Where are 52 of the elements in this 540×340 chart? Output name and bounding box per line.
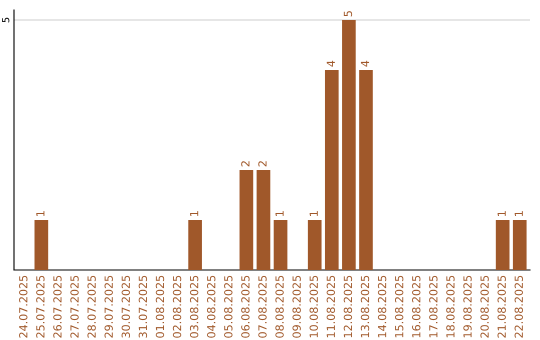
bar (342, 20, 356, 270)
data-label: 2 (258, 161, 267, 166)
x-tick-label: 05.08.2025 (224, 276, 233, 338)
x-tick-label: 19.08.2025 (463, 276, 472, 338)
bar (359, 70, 373, 270)
x-tick-label: 10.08.2025 (310, 276, 318, 338)
bar (324, 70, 339, 270)
x-tick-label: 02.08.2025 (172, 276, 182, 338)
x-tick-label: 30.07.2025 (122, 276, 130, 338)
x-tick-label: 25.07.2025 (36, 276, 45, 338)
data-label: 1 (276, 211, 284, 216)
data-label: 5 (344, 11, 352, 16)
bar (256, 170, 270, 270)
data-label: 1 (498, 211, 506, 216)
x-tick-label: 03.08.2025 (190, 276, 198, 338)
x-tick-label: 22.08.2025 (514, 276, 523, 338)
data-label: 1 (36, 211, 44, 216)
x-tick-label: 24.07.2025 (19, 276, 28, 338)
bar (496, 220, 510, 270)
x-tick-label: 31.07.2025 (138, 276, 148, 338)
data-label: 1 (514, 211, 523, 216)
x-tick-label: 09.08.2025 (292, 276, 301, 338)
bar (240, 170, 254, 270)
data-label: 2 (241, 161, 250, 166)
x-tick-label: 12.08.2025 (344, 276, 352, 338)
x-tick-label: 13.08.2025 (360, 276, 370, 338)
x-tick-label: 11.08.2025 (326, 276, 336, 338)
x-tick-label: 21.08.2025 (497, 276, 506, 338)
x-tick-label: 17.08.2025 (429, 276, 438, 338)
bar (188, 220, 202, 270)
bar (308, 220, 322, 270)
data-label: 4 (326, 60, 335, 67)
x-tick-label: 27.07.2025 (70, 276, 79, 338)
x-tick-label: 29.07.2025 (104, 276, 113, 338)
x-tick-label: 26.07.2025 (53, 276, 62, 338)
x-tick-label: 04.08.2025 (207, 276, 216, 338)
data-label: 4 (360, 60, 370, 67)
x-tick-label: 06.08.2025 (241, 276, 250, 338)
x-tick-label: 18.08.2025 (446, 276, 455, 338)
data-label: 1 (310, 211, 318, 216)
bar (274, 220, 288, 270)
x-tick-label: 08.08.2025 (275, 276, 284, 338)
x-tick-label: 16.08.2025 (412, 276, 420, 338)
x-tick-label: 07.08.2025 (258, 276, 267, 338)
x-tick-label: 14.08.2025 (378, 276, 386, 338)
bar (512, 220, 527, 270)
x-tick-label: 15.08.2025 (394, 276, 404, 338)
data-label: 1 (190, 211, 198, 216)
x-tick-label: 28.07.2025 (87, 276, 96, 338)
x-tick-label: 01.08.2025 (156, 276, 164, 338)
bar (34, 220, 48, 270)
x-tick-label: 20.08.2025 (480, 276, 489, 338)
